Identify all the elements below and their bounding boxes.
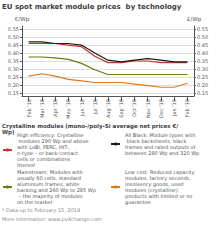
svg-text:More information: www.pvXchang: More information: www.pvXchange.com bbox=[2, 216, 102, 223]
svg-text:0.25: 0.25 bbox=[8, 74, 19, 80]
svg-text:€/Wp: €/Wp bbox=[15, 16, 30, 23]
svg-text:between 280 Wp and 320 Wp: between 280 Wp and 320 Wp bbox=[125, 150, 199, 157]
svg-text:Crystalline modules (mono-/pol: Crystalline modules (mono-/poly-Si avera… bbox=[2, 123, 179, 130]
svg-text:0.20: 0.20 bbox=[197, 82, 208, 88]
svg-text:Jan '19: Jan '19 bbox=[171, 99, 177, 117]
svg-text:Oct '18: Oct '18 bbox=[131, 99, 137, 117]
svg-text:black backsheets, black: black backsheets, black bbox=[125, 138, 188, 144]
svg-text:products with limited or no: products with limited or no bbox=[125, 193, 194, 199]
svg-text:Sep '18: Sep '18 bbox=[118, 99, 125, 118]
svg-text:Jul '18: Jul '18 bbox=[92, 99, 98, 115]
svg-text:modules (crystalline),: modules (crystalline), bbox=[125, 187, 181, 193]
svg-text:aluminium frames, white: aluminium frames, white bbox=[17, 181, 81, 187]
svg-text:0.30: 0.30 bbox=[197, 66, 208, 72]
svg-text:with LoBi, PERC, HIT-,: with LoBi, PERC, HIT-, bbox=[17, 144, 72, 150]
svg-text:0.40: 0.40 bbox=[8, 50, 19, 56]
svg-text:May '18: May '18 bbox=[65, 99, 72, 119]
svg-text:on the market: on the market bbox=[17, 199, 52, 205]
svg-text:Feb '18: Feb '18 bbox=[26, 99, 32, 117]
svg-text:insolvency goods, used: insolvency goods, used bbox=[125, 181, 185, 187]
svg-text:0.35: 0.35 bbox=[197, 58, 208, 64]
svg-text:0.50: 0.50 bbox=[197, 34, 208, 40]
svg-text:Mainstream: Modules with: Mainstream: Modules with bbox=[17, 169, 85, 175]
svg-text:0.35: 0.35 bbox=[8, 58, 19, 64]
svg-text:EU spot market module prices: EU spot market module prices by technolo… bbox=[2, 3, 182, 11]
svg-text:0.40: 0.40 bbox=[197, 50, 208, 56]
svg-text:Jun '18: Jun '18 bbox=[79, 99, 85, 117]
svg-text:* Data up to February 15, 2019: * Data up to February 15, 2019 bbox=[2, 207, 80, 214]
svg-text:modules, factory seconds,: modules, factory seconds, bbox=[125, 175, 193, 181]
svg-text:0.55: 0.55 bbox=[8, 26, 19, 32]
svg-text:0.20: 0.20 bbox=[8, 82, 19, 88]
svg-text:High efficiency: Crystalline: High efficiency: Crystalline bbox=[17, 132, 84, 138]
svg-text:cells or combinations: cells or combinations bbox=[17, 156, 72, 162]
svg-text:0.15: 0.15 bbox=[197, 90, 208, 96]
svg-text:0.15: 0.15 bbox=[8, 90, 19, 96]
svg-text:All Black: Module types with: All Black: Module types with bbox=[125, 132, 196, 138]
svg-text:0.45: 0.45 bbox=[8, 42, 19, 48]
svg-text:0.45: 0.45 bbox=[197, 42, 208, 48]
svg-text:Low cost: Reduced capacity: Low cost: Reduced capacity bbox=[125, 169, 196, 175]
svg-text:Nov '18: Nov '18 bbox=[145, 99, 151, 118]
svg-text:backing and 260 Wp to 285 Wp: backing and 260 Wp to 285 Wp bbox=[17, 187, 96, 193]
svg-text:Feb '19: Feb '19 bbox=[184, 99, 190, 117]
svg-text:Aug '18: Aug '18 bbox=[105, 99, 112, 118]
svg-text:– the majority of modules: – the majority of modules bbox=[17, 193, 85, 199]
svg-text:Apr '18: Apr '18 bbox=[52, 99, 59, 117]
svg-text:guarantee: guarantee bbox=[125, 199, 151, 206]
svg-text:0.50: 0.50 bbox=[8, 34, 19, 40]
svg-text:Dec '18: Dec '18 bbox=[158, 99, 164, 118]
svg-text:thereof: thereof bbox=[17, 162, 35, 168]
svg-text:modules 290 Wp and above: modules 290 Wp and above bbox=[17, 138, 91, 144]
svg-text:Wp): Wp) bbox=[2, 129, 15, 136]
svg-text:0.30: 0.30 bbox=[8, 66, 19, 72]
svg-text:0.55: 0.55 bbox=[197, 26, 208, 32]
svg-text:n-type – or back-contact: n-type – or back-contact bbox=[17, 150, 80, 156]
svg-text:frames and rated outputs of: frames and rated outputs of bbox=[125, 144, 197, 150]
svg-text:£/Wp: £/Wp bbox=[187, 16, 202, 23]
svg-text:Mar '18: Mar '18 bbox=[39, 99, 45, 118]
svg-text:0.25: 0.25 bbox=[197, 74, 208, 80]
svg-text:usually 60 cells, standard: usually 60 cells, standard bbox=[17, 175, 83, 181]
